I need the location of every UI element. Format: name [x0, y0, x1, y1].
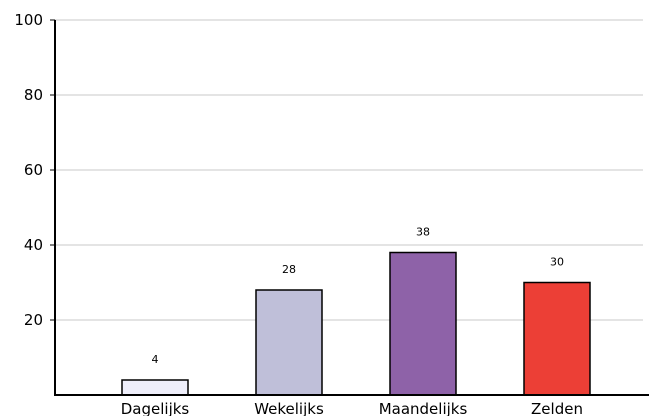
- data-label-wekelijks: 28: [282, 263, 296, 276]
- bar-dagelijks: [121, 379, 189, 396]
- gridlines: [55, 19, 643, 321]
- y-tick-label: 60: [24, 161, 43, 179]
- bar-zelden: [523, 281, 591, 396]
- x-category-label: Dagelijks: [121, 400, 190, 416]
- x-category-label: Wekelijks: [254, 400, 324, 416]
- x-category-label: Zelden: [531, 400, 583, 416]
- y-tick-label: 40: [24, 236, 43, 254]
- y-tick-label: 80: [24, 86, 43, 104]
- x-category-label: Maandelijks: [379, 400, 468, 416]
- y-tick-label: 20: [24, 311, 43, 329]
- data-label-zelden: 30: [550, 256, 564, 269]
- bar-wekelijks: [255, 289, 323, 396]
- data-label-maandelijks: 38: [416, 226, 430, 239]
- bar-maandelijks: [389, 251, 457, 396]
- axes: [50, 19, 649, 396]
- data-label-dagelijks: 4: [152, 353, 159, 366]
- bars: [121, 251, 591, 396]
- y-tick-label: 100: [14, 11, 43, 29]
- labels: 20 40 60 80 100 4 Dagelijks 28 Wekelijks 38 Maande…: [14, 11, 583, 416]
